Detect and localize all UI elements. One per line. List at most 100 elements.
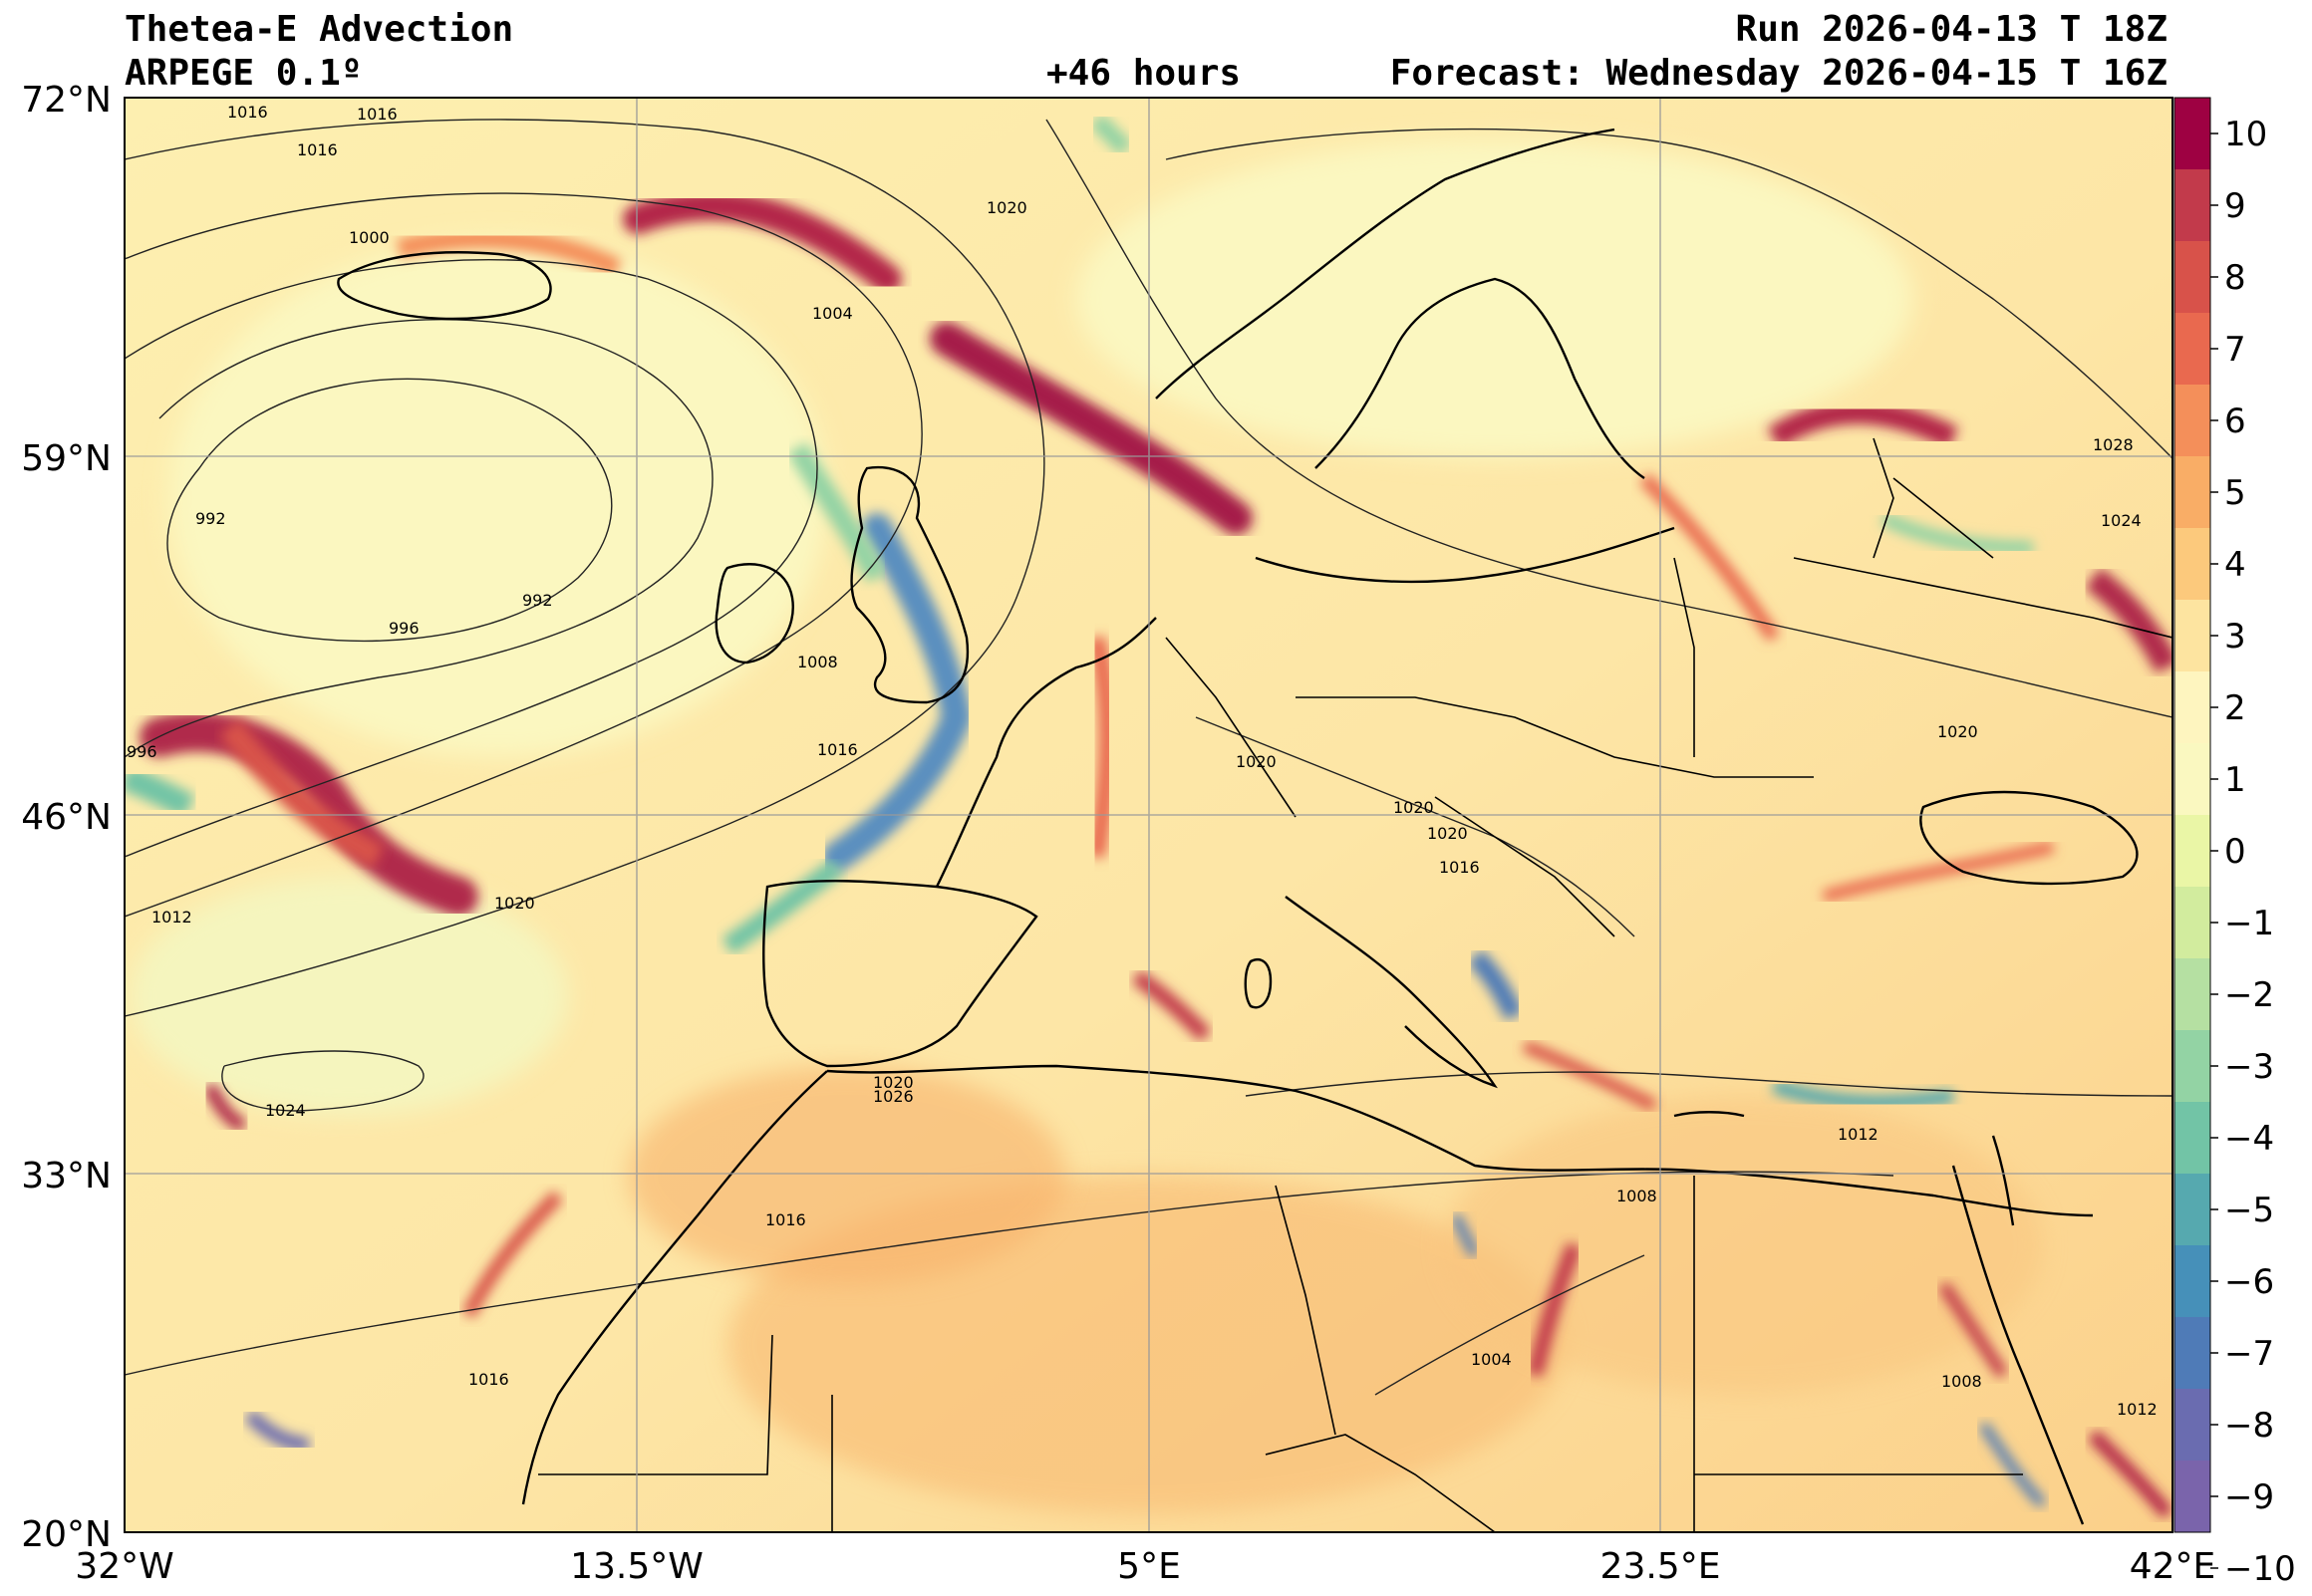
lat-tick-label: 20°N (21, 1514, 112, 1555)
lon-tick-label: 13.5°W (570, 1546, 704, 1587)
coast-france-biscay (935, 617, 1157, 888)
colorbar-segment (2174, 1174, 2210, 1246)
isobar-label: 1024 (2101, 511, 2142, 530)
isobar-label: 1024 (265, 1101, 306, 1120)
colorbar-tick-label: −4 (2224, 1119, 2274, 1159)
colorbar-tick-label: −10 (2224, 1549, 2296, 1589)
colorbar-segment (2174, 1461, 2210, 1533)
isobar-label: 1016 (765, 1210, 806, 1229)
model-label: ARPEGE 0.1º (125, 53, 363, 94)
colorbar-segment (2174, 385, 2210, 457)
colorbar-tick-label: 0 (2224, 832, 2246, 872)
lat-tick-label: 33°N (21, 1156, 112, 1197)
colorbar-tick-label: 1 (2224, 760, 2246, 800)
isobar-label: 992 (195, 509, 226, 528)
borders (538, 437, 2172, 1532)
colorbar-tick-label: 4 (2224, 545, 2246, 585)
colorbar-tick-label: −5 (2224, 1191, 2274, 1230)
colorbar-tick-label: −3 (2224, 1047, 2274, 1087)
coast-great-britain (850, 465, 970, 704)
coast-north-africa (826, 1064, 2094, 1217)
colorbar-segment (2174, 600, 2210, 672)
colorbar-segment (2174, 887, 2210, 959)
colorbar-segment (2174, 958, 2210, 1031)
theta-e-advection-field: 1016 1016 1016 1000 1020 1004 992 992 99… (125, 98, 2172, 1532)
isobar-label: 996 (389, 619, 420, 638)
isobar-label: 996 (127, 742, 157, 761)
lon-tick-label: 23.5°E (1600, 1546, 1721, 1587)
colorbar-tick-label: −1 (2224, 904, 2274, 943)
coast-sardinia (1244, 958, 1273, 1009)
coast-norway (1155, 128, 1615, 399)
colorbar-tick-label: 2 (2224, 688, 2246, 728)
colorbar-segment (2174, 1389, 2210, 1462)
coast-iberia (762, 880, 1038, 1068)
isobar-label: 1012 (151, 908, 192, 927)
coast-black-sea (1919, 790, 2139, 886)
colorbar-tick-label: 3 (2224, 617, 2246, 657)
colorbar-segment (2174, 528, 2210, 601)
colorbar-segment (2174, 313, 2210, 386)
longitude-axis: 32°W 13.5°W 5°E 23.5°E 42°E (75, 1546, 2215, 1587)
isobar-label: 1008 (1616, 1187, 1657, 1205)
graticule (125, 98, 2172, 1532)
isobar-label: 1008 (797, 653, 838, 671)
warm-band-north-atlantic (623, 190, 902, 294)
lat-tick-label: 46°N (21, 797, 112, 838)
isobar-label: 1000 (349, 228, 390, 247)
colorbar-tick-label: −2 (2224, 975, 2274, 1015)
colorbar-segment (2174, 456, 2210, 529)
isobar-label: 1016 (357, 105, 398, 124)
isobar-labels: 1016 1016 1016 1000 1020 1004 992 992 99… (127, 103, 2158, 1419)
run-label: Run 2026-04-13 T 18Z (1735, 9, 2168, 50)
isobar-label: 1012 (1838, 1125, 1878, 1144)
colorbar-tick-label: 7 (2224, 330, 2246, 370)
isobar-label: 1020 (1236, 752, 1277, 771)
colorbar-segment (2174, 1102, 2210, 1175)
colorbar-segment (2174, 1317, 2210, 1390)
map-frame (124, 97, 2173, 1533)
colorbar-tick-label: 8 (2224, 258, 2246, 298)
isobar-label: 1008 (1941, 1372, 1982, 1391)
isobar-label: 1020 (1937, 722, 1978, 741)
colorbar-segment (2174, 241, 2210, 314)
colorbar-tick-label: −9 (2224, 1477, 2274, 1517)
isobar-label: 1012 (2117, 1400, 2158, 1419)
colorbar-tick-label: −8 (2224, 1406, 2274, 1446)
colorbar-frame (2173, 97, 2211, 1533)
lon-tick-label: 32°W (75, 1546, 173, 1587)
colorbar-tick-label: 5 (2224, 473, 2246, 513)
isobar-label: 1020 (1393, 798, 1434, 817)
lat-tick-label: 72°N (21, 80, 112, 121)
lon-tick-label: 42°E (2130, 1546, 2216, 1587)
lead-time-label: +46 hours (1046, 53, 1242, 94)
coast-italy (1285, 896, 1498, 1089)
isobar-label: 1020 (873, 1073, 914, 1092)
coast-ireland (715, 563, 794, 665)
coast-baltic-south (1255, 526, 1675, 584)
isobar-label: 1028 (2093, 435, 2134, 454)
latitude-axis: 72°N 59°N 46°N 33°N 20°N (21, 80, 112, 1555)
lon-tick-label: 5°E (1117, 1546, 1181, 1587)
isobar-label: 1016 (468, 1370, 509, 1389)
map-title: Thetea-E Advection (125, 9, 514, 50)
coast-red-sea (1951, 1165, 2085, 1525)
colorbar-segment (2174, 743, 2210, 816)
isobar-label: 1026 (873, 1087, 914, 1106)
lat-tick-label: 59°N (21, 438, 112, 479)
coast-levant (1991, 1135, 2015, 1226)
colorbar-tick-label: −7 (2224, 1334, 2274, 1374)
isobar-label: 1016 (817, 740, 858, 759)
colorbar-segment (2174, 1030, 2210, 1103)
isobar-label: 1020 (1427, 824, 1468, 843)
isobar-label: 1020 (494, 894, 535, 913)
isobar-label: 1020 (987, 198, 1027, 217)
isobar-label: 1016 (1439, 858, 1480, 877)
coastlines (337, 128, 2139, 1525)
colorbar-tick-label: 10 (2224, 115, 2267, 154)
colorbar-segment (2174, 1245, 2210, 1318)
isobar-label: 1004 (1471, 1350, 1512, 1369)
colorbar-segment (2174, 671, 2210, 744)
